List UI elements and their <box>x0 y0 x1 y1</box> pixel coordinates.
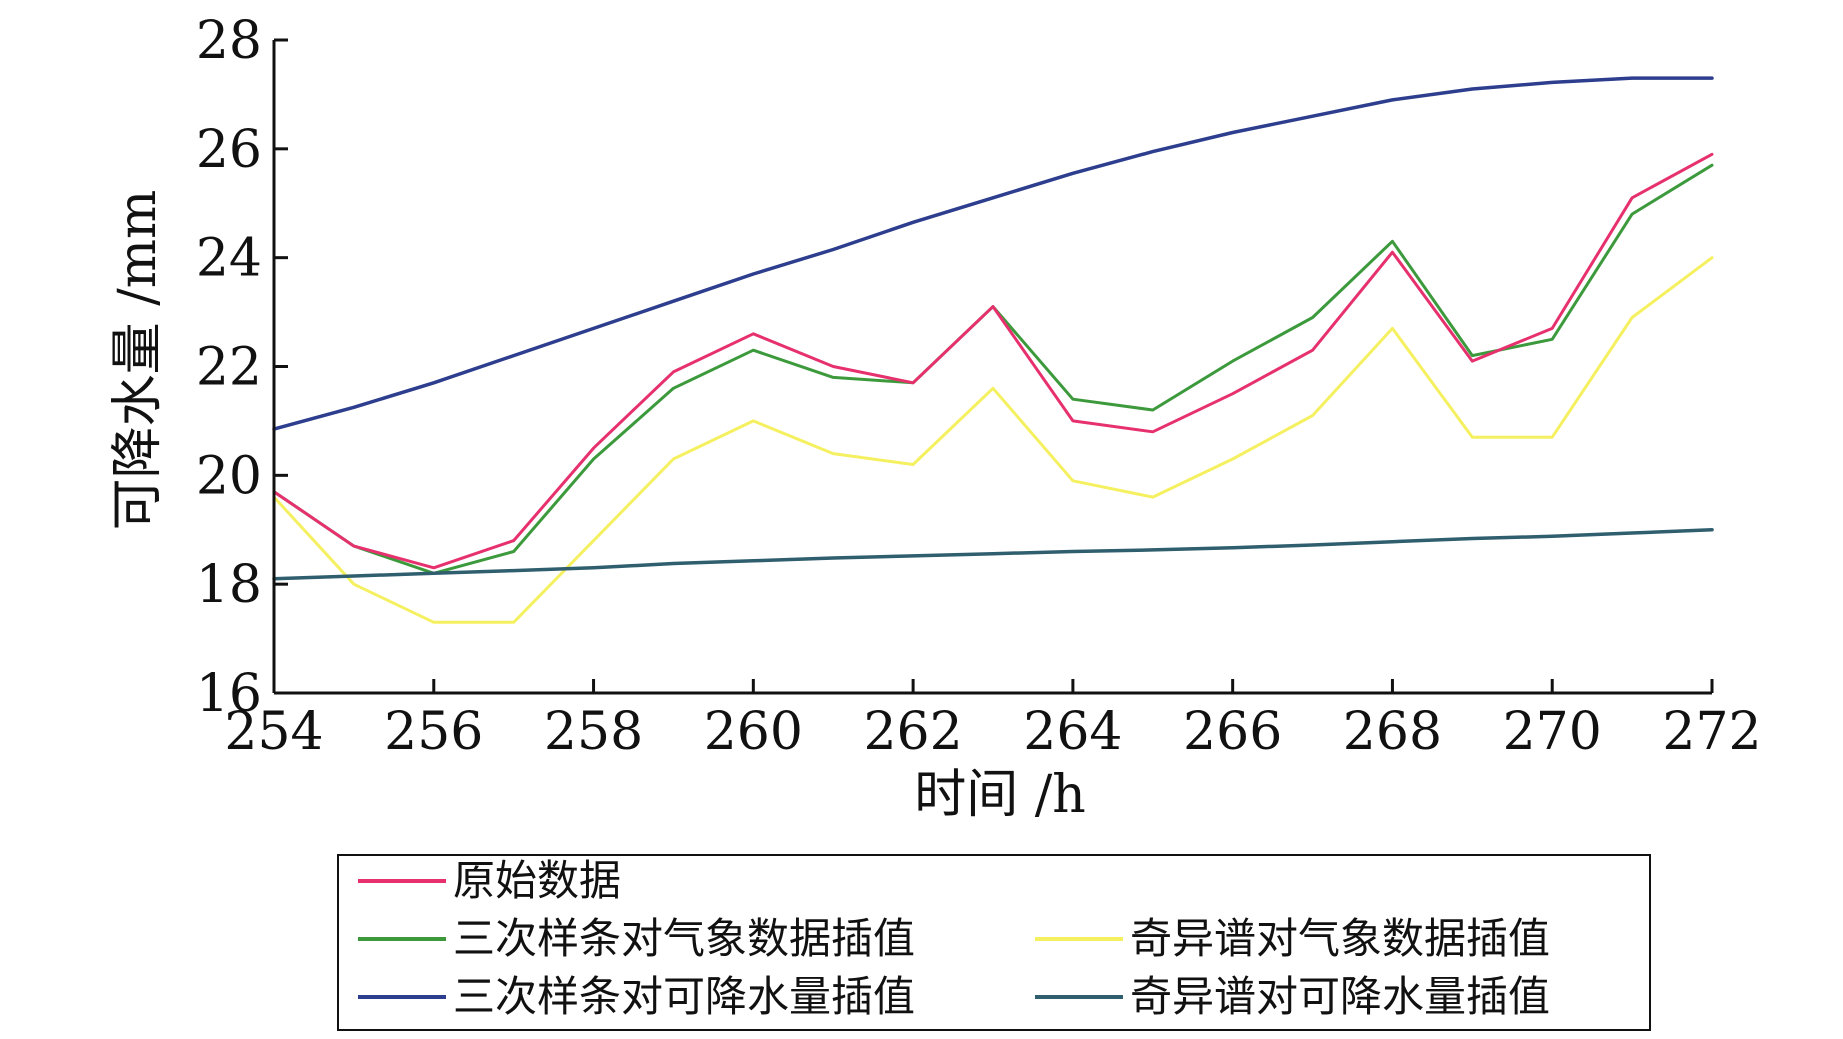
y-tick-label: 24 <box>196 229 262 289</box>
x-tick-label: 266 <box>1183 702 1282 762</box>
x-tick-label: 270 <box>1503 702 1602 762</box>
legend-box <box>337 854 1651 1031</box>
y-tick-label: 26 <box>196 120 262 180</box>
series-line-3 <box>272 256 1714 624</box>
series-lines <box>272 76 1714 624</box>
y-tick-label: 22 <box>196 338 262 398</box>
x-tick-label: 264 <box>1023 702 1122 762</box>
x-tick-label: 254 <box>224 702 323 762</box>
x-tick-label: 268 <box>1343 702 1442 762</box>
series-line-2 <box>272 163 1714 575</box>
x-axis-title: 时间 /h <box>914 765 1086 825</box>
y-axis-ticks: 16 18 20 22 24 26 28 <box>196 11 288 724</box>
legend-label-5: 奇异谱对可降水量插值 <box>1130 972 1550 1021</box>
x-tick-label: 262 <box>863 702 962 762</box>
series-line-1 <box>272 152 1714 570</box>
series-line-4 <box>272 76 1714 431</box>
legend-label-2: 三次样条对气象数据插值 <box>453 914 915 963</box>
y-tick-label: 28 <box>196 11 262 71</box>
y-axis-title: 可降水量 /mm <box>108 190 168 531</box>
legend-label-4: 三次样条对可降水量插值 <box>453 972 915 1021</box>
x-axis-ticks: 254 256 258 260 262 264 266 268 270 272 <box>224 679 1762 762</box>
y-tick-label: 16 <box>196 664 262 724</box>
x-tick-label: 258 <box>544 702 643 762</box>
legend-label-1: 原始数据 <box>453 856 621 905</box>
x-tick-label: 260 <box>704 702 803 762</box>
legend-label-3: 奇异谱对气象数据插值 <box>1130 914 1550 963</box>
y-tick-label: 20 <box>196 446 262 506</box>
y-tick-label: 18 <box>196 555 262 615</box>
series-line-5 <box>272 528 1714 581</box>
x-tick-label: 272 <box>1662 702 1761 762</box>
x-tick-label: 256 <box>384 702 483 762</box>
